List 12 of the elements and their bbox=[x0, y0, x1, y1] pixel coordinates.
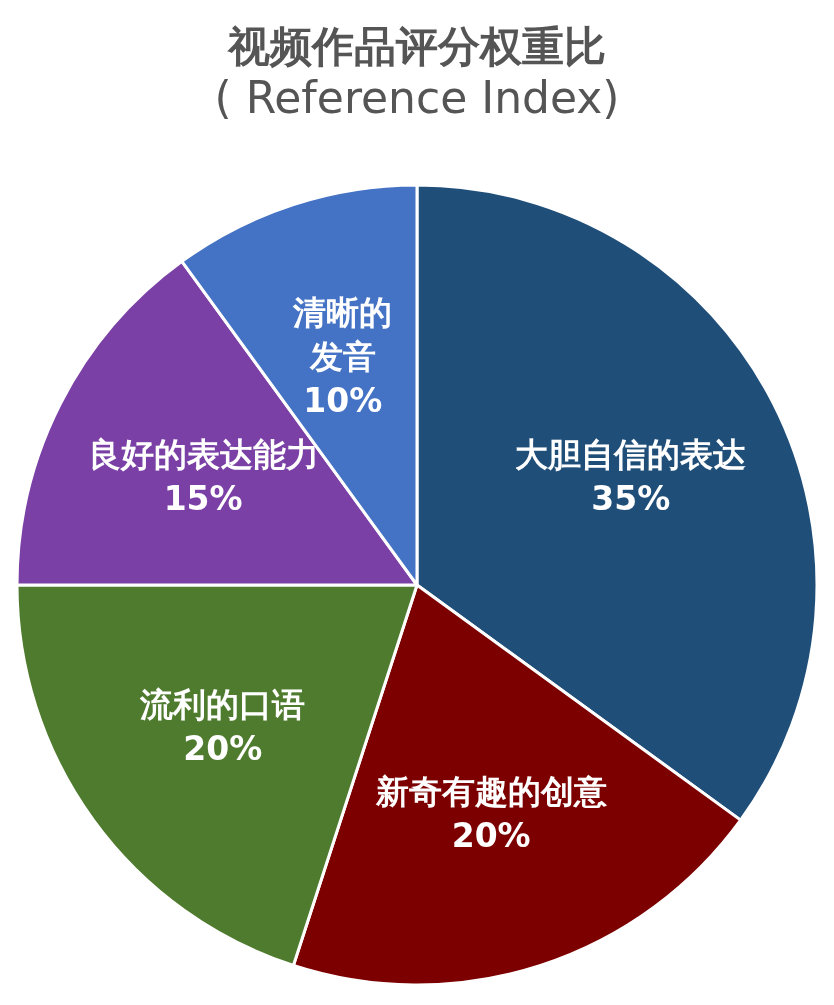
data-label: 10% bbox=[303, 381, 383, 421]
slice-label: 良好的表达能力 bbox=[87, 434, 319, 474]
data-label: 35% bbox=[591, 478, 671, 518]
data-label: 20% bbox=[451, 815, 531, 855]
data-label: 15% bbox=[163, 478, 243, 518]
slice-label: 清晰的发音 bbox=[292, 293, 393, 377]
slice-label: 流利的口语 bbox=[139, 684, 306, 724]
data-label: 20% bbox=[183, 728, 263, 768]
slice-label: 新奇有趣的创意 bbox=[374, 771, 607, 811]
chart-title: 视频作品评分权重比 bbox=[227, 21, 606, 71]
chart-subtitle: ( Reference Index) bbox=[214, 71, 620, 123]
slice-label: 大胆自信的表达 bbox=[515, 434, 747, 474]
